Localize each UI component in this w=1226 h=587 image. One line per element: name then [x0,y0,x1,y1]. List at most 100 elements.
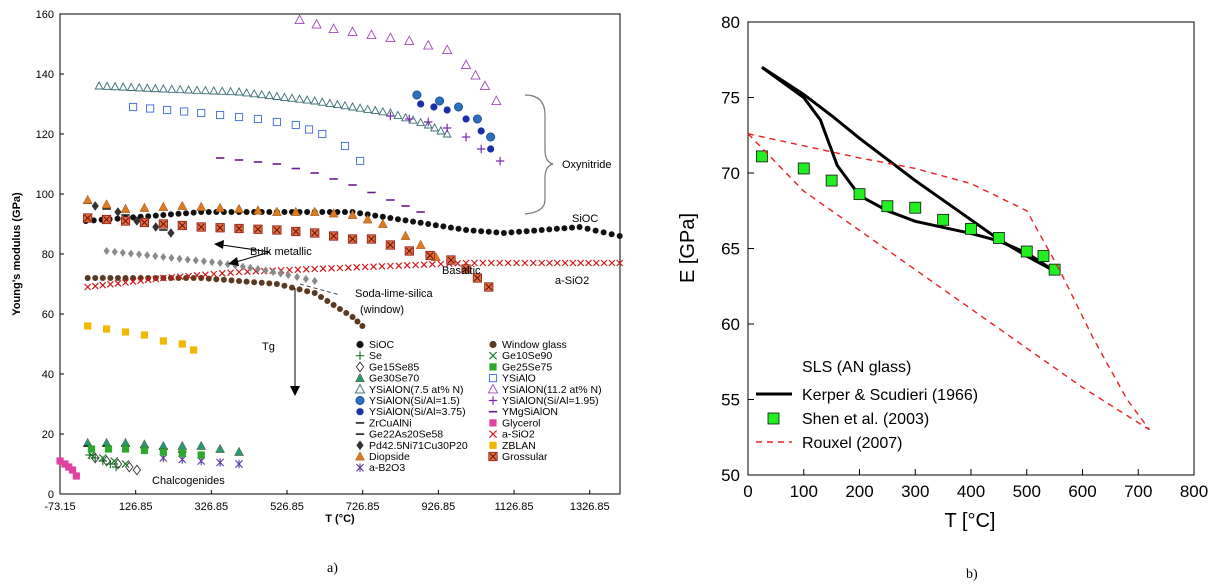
bulk-metallic-label: Bulk metallic [250,246,312,258]
data-point [235,459,244,469]
data-point [114,207,122,217]
data-point [577,259,585,267]
data-point [992,232,1005,244]
data-point [234,87,244,96]
chart-b-ytick-label: 75 [721,89,740,108]
data-point [756,150,768,163]
data-point [504,259,512,267]
data-point [1020,245,1033,258]
data-point [87,445,96,453]
data-point [197,108,206,118]
data-point [266,209,273,215]
series-a-sio2 [84,259,624,291]
data-point [196,222,206,232]
data-point [106,280,114,288]
data-point [363,104,373,113]
window-label: (window) [360,304,404,316]
chart-a-ytick-label: 120 [36,129,54,141]
legend-marker [355,395,365,405]
chart-a-xtick-label: -73.15 [44,501,75,513]
series-ysialon-si-al-1-95 [386,111,505,166]
data-point [359,323,366,329]
data-point [213,276,220,283]
data-point [122,275,129,281]
data-point [472,273,483,283]
data-point [176,254,183,263]
legend-marker [488,374,498,383]
data-point [185,272,193,280]
data-point [91,201,99,211]
data-point [224,260,231,269]
data-point [198,275,205,281]
data-point [348,102,358,111]
oxynitride-brace [524,94,554,215]
data-point [101,214,112,225]
data-point [304,209,311,215]
data-point [1048,263,1061,276]
chart-b-xtick-label: 100 [790,482,818,501]
data-point [253,224,263,234]
data-point [253,205,263,215]
marker-cross [235,225,243,232]
data-point [215,202,225,212]
data-point [227,269,235,277]
data-point [442,129,452,138]
legend-label: Ge30Se70 [369,373,419,385]
tg-label: Tg [262,341,275,353]
legend-marker [354,383,366,394]
data-point [412,261,420,269]
data-point [134,82,144,92]
marker-cross [426,252,434,259]
data-point [447,224,454,231]
data-point [909,201,922,214]
tg-arrowhead [290,386,300,396]
data-point [561,259,569,267]
data-point [251,279,258,286]
legend-label: Rouxel (2007) [802,435,903,452]
data-point [328,208,339,218]
series-ymgsialon [215,157,425,213]
data-point [538,259,546,267]
data-point [142,83,152,92]
data-point [277,269,284,278]
chart-a-xtick-label: 526.85 [270,501,304,513]
legend-label: Glycerol [502,417,541,429]
marker-cross [349,235,356,243]
data-point [302,95,312,104]
data-point [178,449,186,458]
legend-marker [767,412,780,425]
data-point [576,224,583,230]
series-zblan [84,322,198,354]
data-point [99,275,106,281]
marker-cross [103,216,110,223]
data-point [347,26,358,37]
data-point [616,259,624,267]
data-point [126,82,136,91]
data-point [68,466,77,474]
data-point [272,91,282,100]
data-point [318,129,327,139]
legend-label: Ge15Se85 [369,361,419,373]
data-point [462,115,470,123]
data-point [167,228,175,238]
marker-cross [292,228,300,235]
legend-marker [488,351,498,360]
data-point [592,259,600,267]
legend-label: SiOC [369,339,395,351]
legend-label: Se [369,350,382,362]
data-point [152,252,159,261]
data-point [258,279,265,286]
data-point [336,264,344,272]
data-point [425,221,432,227]
data-point [317,97,327,106]
data-point [192,85,202,94]
legend-marker [488,430,498,439]
data-point [356,156,365,166]
data-point [192,256,199,265]
data-point [453,102,463,112]
data-point [234,223,244,234]
data-point [257,89,267,99]
data-point [405,114,414,124]
data-point [82,194,93,204]
data-point [403,261,411,269]
